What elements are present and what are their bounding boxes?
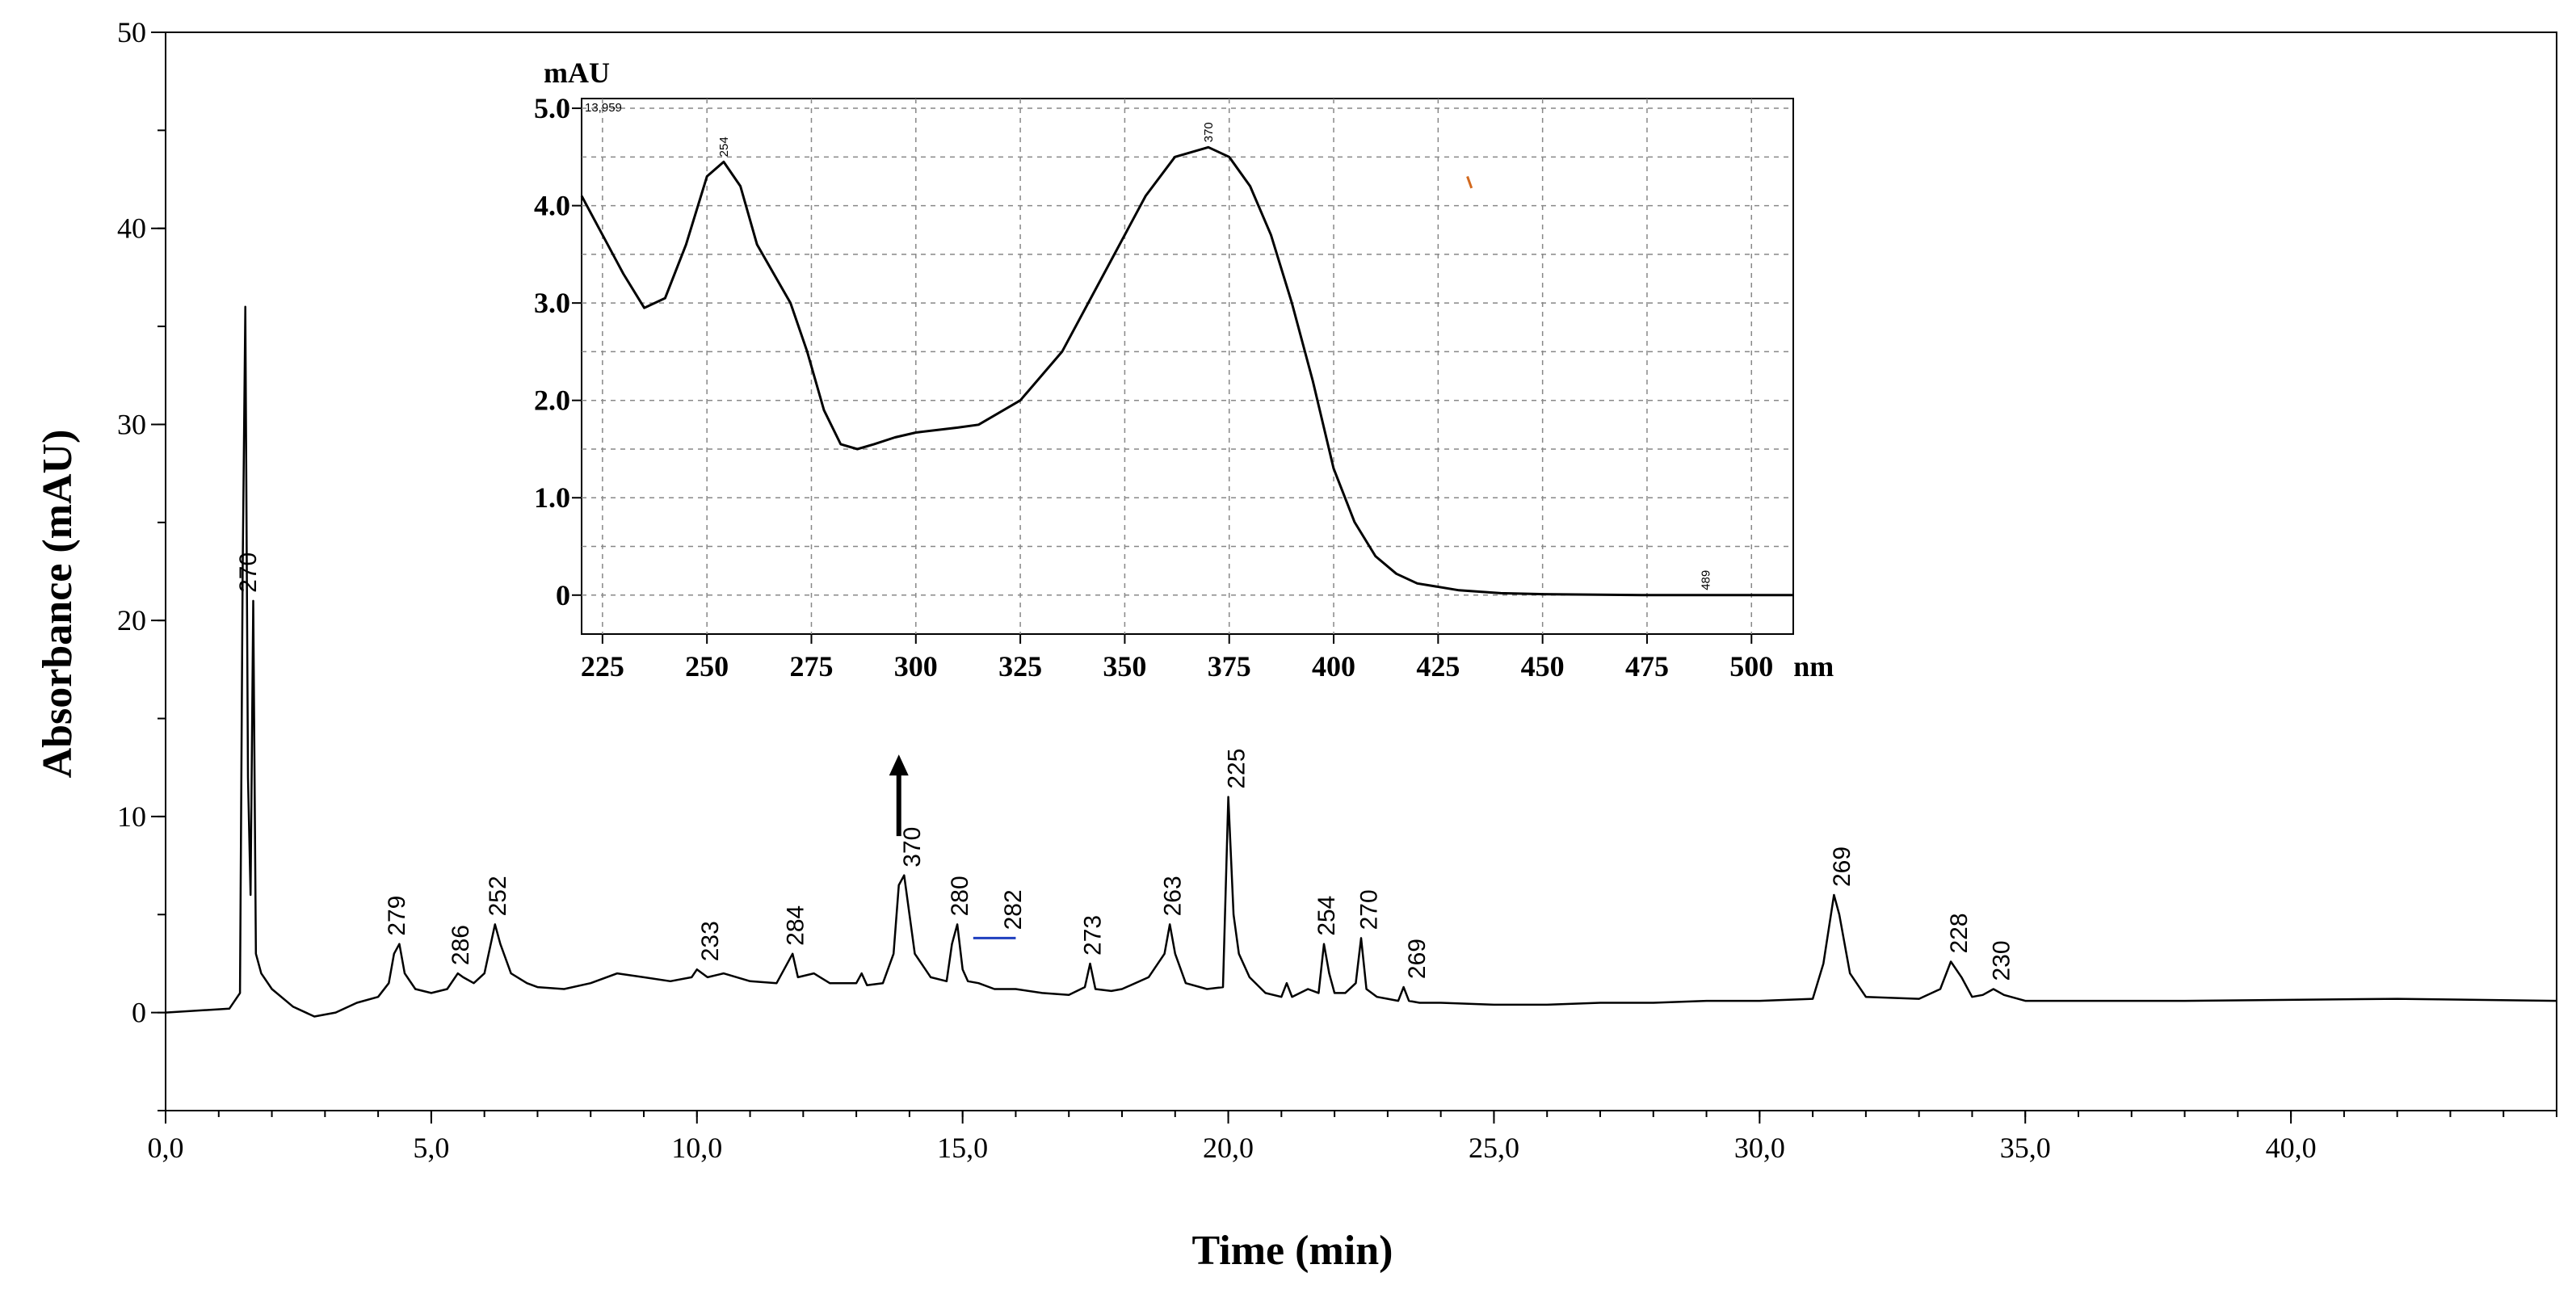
peak-label: 284: [782, 905, 809, 946]
peak-label: 225: [1223, 749, 1250, 789]
x-tick-label: 5,0: [413, 1132, 449, 1164]
peak-label: 230: [1988, 940, 2015, 981]
inset-y-tick-label: 0: [556, 579, 570, 611]
x-tick-label: 10,0: [671, 1132, 722, 1164]
peak-label: 270: [235, 552, 262, 593]
inset-y-tick-label: 3.0: [534, 287, 570, 319]
inset-x-tick-label: 225: [581, 650, 624, 683]
peak-label: 282: [1000, 889, 1027, 930]
x-tick-label: 0,0: [148, 1132, 184, 1164]
peak-label: 269: [1404, 939, 1431, 979]
y-tick-label: 40: [117, 212, 146, 245]
y-tick-label: 30: [117, 408, 146, 440]
peak-label: 228: [1946, 913, 1973, 953]
peak-label: 252: [485, 876, 511, 916]
inset-x-tick-label: 475: [1625, 650, 1669, 683]
y-tick-label: 10: [117, 800, 146, 833]
peak-label: 279: [384, 896, 410, 936]
inset-x-tick-label: 400: [1312, 650, 1355, 683]
inset-x-tick-label: 375: [1208, 650, 1251, 683]
highlight-arrowhead: [889, 754, 909, 776]
peak-label: 370: [899, 827, 926, 867]
inset-y-tick-label: 4.0: [534, 190, 570, 222]
peak-label: 273: [1080, 915, 1107, 956]
inset-y-tick-label: 1.0: [534, 481, 570, 514]
plot-frame: [165, 32, 2557, 1111]
inset-x-tick-label: 250: [685, 650, 729, 683]
peak-label: 254: [1313, 896, 1340, 936]
x-tick-label: 35,0: [2000, 1132, 2051, 1164]
x-tick-label: 30,0: [1734, 1132, 1785, 1164]
inset-peak-label: 370: [1202, 122, 1216, 142]
inset-x-tick-label: 300: [894, 650, 938, 683]
inset-x-unit: nm: [1793, 650, 1834, 683]
inset-max-label: 13,959: [585, 101, 622, 115]
peak-label: 269: [1829, 846, 1855, 887]
peak-label: 270: [1356, 889, 1383, 930]
inset-peak-label: 489: [1699, 570, 1712, 590]
uv-spectrum-trace: [580, 145, 1793, 597]
chromatogram-trace: [165, 305, 2557, 1018]
y-tick-label: 20: [117, 604, 146, 636]
y-axis-title: Absorbance (mAU): [35, 430, 81, 779]
inset-y-unit: mAU: [544, 57, 610, 89]
x-tick-label: 20,0: [1203, 1132, 1254, 1164]
peak-label: 233: [697, 921, 724, 961]
inset-x-tick-label: 275: [789, 650, 833, 683]
inset-x-tick-label: 450: [1521, 650, 1565, 683]
inset-peak-label: 254: [717, 137, 731, 157]
inset-x-tick-label: 350: [1103, 650, 1146, 683]
x-tick-label: 40,0: [2266, 1132, 2317, 1164]
inset-y-tick-label: 2.0: [534, 384, 570, 417]
x-tick-label: 25,0: [1469, 1132, 1519, 1164]
inset-frame: [581, 98, 1794, 635]
peak-label: 263: [1159, 876, 1186, 916]
peak-label: 286: [448, 925, 474, 965]
inset-x-tick-label: 325: [998, 650, 1042, 683]
peak-label: 280: [947, 876, 973, 916]
inset-cursor-mark: [1466, 175, 1473, 189]
y-tick-label: 0: [132, 997, 146, 1029]
inset-x-tick-label: 425: [1416, 650, 1460, 683]
x-axis-title: Time (min): [1192, 1228, 1393, 1274]
y-tick-label: 50: [117, 16, 146, 48]
x-tick-label: 15,0: [937, 1132, 988, 1164]
inset-x-tick-label: 500: [1729, 650, 1773, 683]
inset-y-tick-label: 5.0: [534, 92, 570, 124]
